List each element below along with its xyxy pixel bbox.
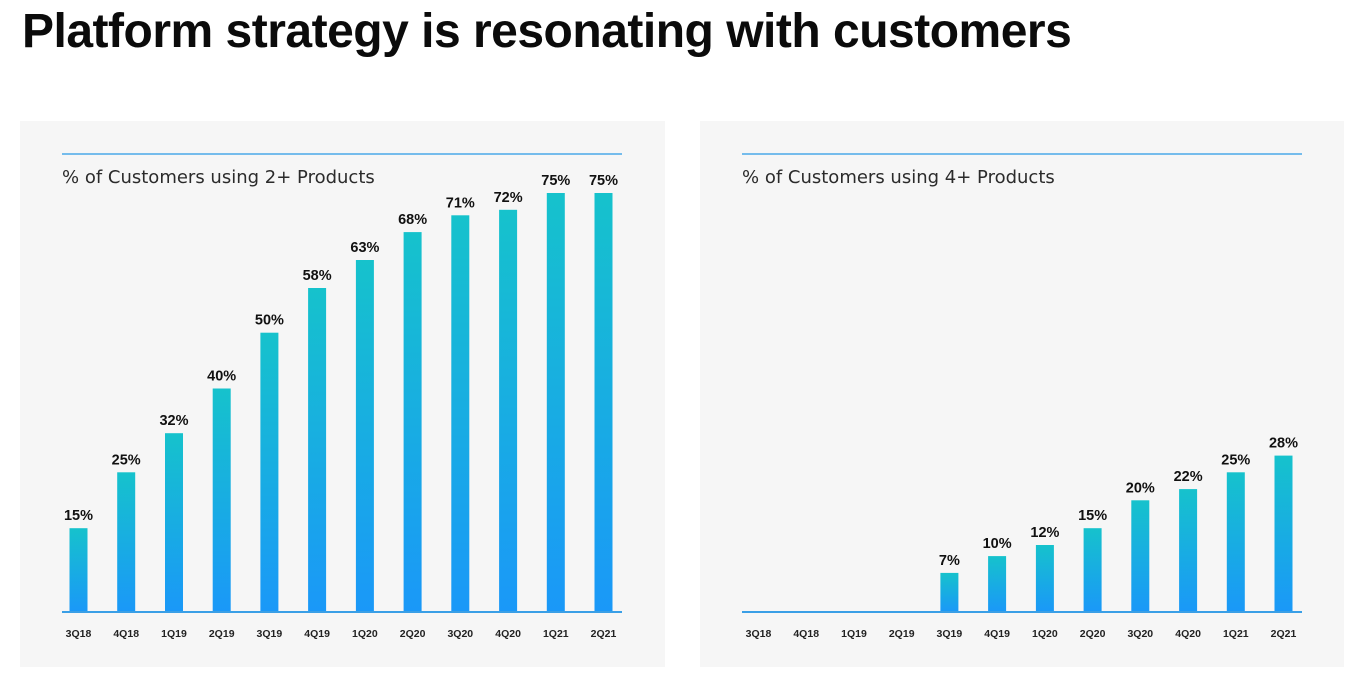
x-tick-label: 3Q19 — [937, 628, 963, 640]
bar — [308, 288, 327, 612]
bar-value-label: 63% — [350, 240, 379, 256]
bar — [212, 388, 231, 612]
bar-value-label: 28% — [1269, 436, 1298, 452]
bar — [1274, 455, 1293, 612]
bar-value-label: 75% — [589, 173, 618, 189]
bar-value-label: 15% — [1078, 508, 1107, 524]
x-tick-label: 4Q18 — [793, 628, 819, 640]
bar-value-label: 50% — [255, 313, 284, 329]
x-tick-label: 4Q19 — [984, 628, 1010, 640]
x-tick-label: 2Q21 — [591, 628, 617, 640]
x-tick-label: 4Q19 — [304, 628, 330, 640]
bar — [403, 232, 422, 612]
bar — [594, 193, 613, 612]
chart-panel-4plus: % of Customers using 4+ Products 3Q18 4Q1… — [700, 121, 1344, 667]
bar — [1035, 545, 1054, 612]
x-tick-label: 2Q20 — [1080, 628, 1106, 640]
bar — [1131, 500, 1150, 612]
x-tick-label: 4Q18 — [113, 628, 139, 640]
x-tick-label: 1Q21 — [1223, 628, 1249, 640]
bar-value-label: 15% — [64, 508, 93, 524]
bar-value-label: 68% — [398, 212, 427, 228]
x-tick-label: 3Q19 — [257, 628, 283, 640]
bar-value-label: 10% — [983, 536, 1012, 552]
x-tick-label: 3Q20 — [447, 628, 473, 640]
bar-chart-2plus-products: 15% 3Q18 25% 4Q18 32% 1Q19 40% 2Q19 50% 3Q19 58% 4Q… — [62, 153, 622, 640]
bar-value-label: 32% — [159, 413, 188, 429]
bar — [355, 260, 374, 612]
bar — [1179, 489, 1198, 612]
x-tick-label: 1Q19 — [161, 628, 187, 640]
bar — [546, 193, 565, 612]
x-tick-label: 1Q19 — [841, 628, 867, 640]
chart-title: % of Customers using 2+ Products — [62, 167, 375, 188]
x-tick-label: 4Q20 — [495, 628, 521, 640]
x-tick-label: 1Q20 — [1032, 628, 1058, 640]
bar — [69, 528, 88, 612]
bar — [1226, 472, 1245, 612]
x-tick-label: 2Q19 — [209, 628, 235, 640]
bar — [988, 556, 1007, 612]
x-tick-label: 3Q18 — [746, 628, 772, 640]
x-tick-label: 2Q21 — [1271, 628, 1297, 640]
bar-value-label: 58% — [303, 268, 332, 284]
bar-value-label: 25% — [1221, 452, 1250, 468]
bar — [165, 433, 183, 612]
x-tick-label: 2Q19 — [889, 628, 915, 640]
page-title: Platform strategy is resonating with cus… — [22, 5, 1072, 58]
bar — [260, 332, 279, 612]
bar — [499, 209, 518, 613]
x-tick-label: 4Q20 — [1175, 628, 1201, 640]
bar-value-label: 7% — [939, 553, 960, 569]
bar-value-label: 12% — [1030, 525, 1059, 541]
bar-chart-4plus-products: 3Q18 4Q18 1Q19 2Q19 7% 3Q19 10% 4Q19 12% 1Q20 15% 2… — [742, 153, 1302, 640]
chart-panel-2plus: % of Customers using 2+ Products 15% 3Q18… — [20, 121, 665, 667]
bar — [451, 215, 470, 613]
bar-value-label: 22% — [1174, 469, 1203, 485]
bar-value-label: 25% — [112, 452, 141, 468]
bar — [117, 472, 136, 612]
x-tick-label: 3Q20 — [1127, 628, 1153, 640]
x-tick-label: 1Q20 — [352, 628, 378, 640]
bar-value-label: 40% — [207, 369, 236, 385]
bar — [940, 572, 959, 612]
bar-value-label: 75% — [541, 173, 570, 189]
bar — [1083, 528, 1102, 612]
bar-value-label: 72% — [494, 190, 523, 206]
chart-title: % of Customers using 4+ Products — [742, 167, 1055, 188]
x-tick-label: 1Q21 — [543, 628, 569, 640]
bar-value-label: 71% — [446, 195, 475, 211]
x-tick-label: 2Q20 — [400, 628, 426, 640]
x-tick-label: 3Q18 — [66, 628, 92, 640]
bar-value-label: 20% — [1126, 480, 1155, 496]
